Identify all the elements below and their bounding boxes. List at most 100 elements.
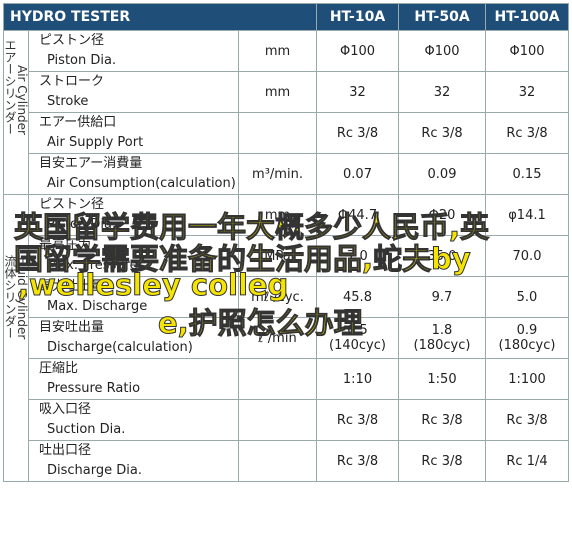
label-ja: 吸入口径	[39, 402, 92, 417]
row-label: 最高圧力 Max. Pressure	[28, 235, 239, 277]
spec-row: 吸入口径 Suction Dia. Rc 3/8 Rc 3/8 Rc 3/8	[4, 399, 569, 441]
label-en: Max. Discharge	[47, 299, 148, 314]
label-ja: ストローク	[39, 74, 105, 89]
value-note: (140cyc)	[329, 338, 386, 353]
label-en: Discharge Dia.	[47, 463, 142, 478]
value: 0.15	[512, 166, 542, 182]
value: 1:50	[427, 371, 457, 387]
spec-row: 最高圧力 Max. Pressure MPa 7.0 35.0 70.0	[4, 235, 569, 277]
model-header: HT-10A	[316, 3, 399, 31]
value-cell: 32	[485, 71, 569, 113]
watermark-line: 英国留学费用一年大概多少人民币,英	[13, 210, 490, 245]
spec-row: エアーシリンダーAir Cylinder ピストン径 Piston Dia. mm Φ1…	[3, 30, 569, 195]
spec-row: 吐出口径 Discharge Dia. Rc 3/8 Rc 3/8 Rc 1/4	[4, 440, 569, 482]
label-en: Pressure Ratio	[47, 381, 141, 396]
value: 9.7	[431, 289, 453, 305]
value: Rc 3/8	[421, 453, 463, 469]
row-label: 目安エアー消費量 Air Consumption(calculation)	[28, 153, 239, 195]
label-en: Air Consumption(calculation)	[47, 176, 236, 191]
value: Φ44.7	[337, 207, 378, 223]
label-en: Piston Dia.	[47, 53, 117, 68]
value: 32	[349, 84, 366, 100]
value-note: (180cyc)	[413, 338, 471, 353]
value: 1:100	[508, 371, 546, 387]
value: Φ100	[509, 43, 545, 59]
label-ja: 目安吐出量	[39, 320, 105, 335]
value: Rc 3/8	[506, 125, 548, 141]
label-en: Stroke	[47, 94, 89, 109]
value-cell: 0.15	[485, 153, 569, 195]
value: 32	[518, 84, 536, 100]
value: φ14.1	[508, 207, 546, 223]
value-cell: 1:100	[485, 358, 569, 400]
watermark-line: 国留学需要准备的生活用品,蛇夫by	[14, 242, 472, 277]
value: 6.5	[347, 323, 368, 338]
label-ja: 圧縮比	[39, 361, 79, 376]
group-ja: 流体シリンダー	[3, 255, 17, 339]
value: Rc 3/8	[336, 125, 379, 141]
value: 1.8	[431, 323, 453, 338]
spec-row: 流体シリンダーFluid Cylinder ピストン径 Piston Dia. mm Φ…	[3, 194, 569, 482]
header-row: HYDRO TESTER HT-10A HT-50A HT-100A	[3, 3, 569, 31]
unit: MPa	[238, 235, 317, 277]
value-cell: 0.09	[398, 153, 486, 195]
value: 70.0	[512, 248, 542, 264]
value-cell: Rc 3/8	[316, 440, 399, 482]
label-ja: 吐出口径	[39, 443, 92, 458]
value-cell: Rc 3/8	[485, 399, 569, 441]
value: Rc 3/8	[336, 412, 379, 428]
watermark-line: e,护照怎么办理	[158, 306, 364, 341]
label-en: Suction Dia.	[47, 422, 126, 437]
value: Rc 3/8	[336, 453, 379, 469]
value-cell: 32	[316, 71, 399, 113]
value: 0.07	[343, 166, 372, 182]
label-en: Max. Pressure	[47, 258, 138, 273]
value: Φ20	[428, 207, 456, 223]
label-ja: 目安エアー消費量	[39, 156, 143, 171]
label-en: Air Supply Port	[47, 135, 144, 150]
unit	[238, 440, 317, 482]
value: Rc 1/4	[506, 453, 548, 469]
value-cell: 5.0	[485, 276, 569, 318]
value-cell: 1:10	[316, 358, 399, 400]
value: 1:10	[342, 371, 373, 387]
value-cell: Φ100	[485, 30, 569, 72]
model-header: HT-100A	[485, 3, 569, 31]
header-title: HYDRO TESTER	[3, 3, 317, 31]
value-cell: 1:50	[398, 358, 486, 400]
row-label: 吸入口径 Suction Dia.	[28, 399, 239, 441]
group-cell: 流体シリンダーFluid Cylinder	[3, 194, 29, 482]
value: 7.0	[347, 248, 368, 264]
unit: mm	[238, 194, 317, 236]
value: Φ100	[424, 43, 460, 59]
model-header: HT-50A	[398, 3, 486, 31]
row-label: ストローク Stroke	[28, 71, 239, 113]
value-cell: 7.0	[316, 235, 399, 277]
row-label: エアー供給口 Air Supply Port	[28, 112, 239, 154]
spec-table: HYDRO TESTER HT-10A HT-50A HT-100A エアーシリンダ…	[3, 3, 569, 482]
value-cell: Rc 3/8	[398, 399, 486, 441]
value-cell: 1.8 (180cyc)	[398, 317, 486, 359]
value-cell: 32	[398, 71, 486, 113]
value-cell: Rc 3/8	[316, 112, 399, 154]
value: Φ100	[339, 43, 376, 59]
value-cell: Φ100	[316, 30, 399, 72]
value-cell: 6.5 (140cyc)	[316, 317, 399, 359]
spec-row: 圧縮比 Pressure Ratio 1:10 1:50 1:100	[4, 358, 569, 400]
spec-row: 目安エアー消費量 Air Consumption(calculation) m³/m…	[4, 153, 569, 195]
value: 0.9	[516, 323, 538, 338]
row-label: 吐出口径 Discharge Dia.	[28, 440, 239, 482]
row-label: ピストン径 Piston Dia.	[28, 30, 239, 72]
value-cell: Rc 3/8	[485, 112, 569, 154]
value-cell: Rc 1/4	[485, 440, 569, 482]
spec-row: ストローク Stroke mm 32 32 32	[4, 71, 569, 113]
group-en: Fluid Cylinder	[15, 256, 29, 339]
unit	[238, 112, 317, 154]
value-cell: 0.9 (180cyc)	[485, 317, 569, 359]
unit: m³/min.	[238, 153, 317, 195]
watermark-line: ,wellesley colleg	[17, 268, 289, 303]
unit: mm	[238, 30, 317, 72]
row-label: 最大吐出量 Max. Discharge	[28, 276, 239, 318]
value-cell: Rc 3/8	[316, 399, 399, 441]
